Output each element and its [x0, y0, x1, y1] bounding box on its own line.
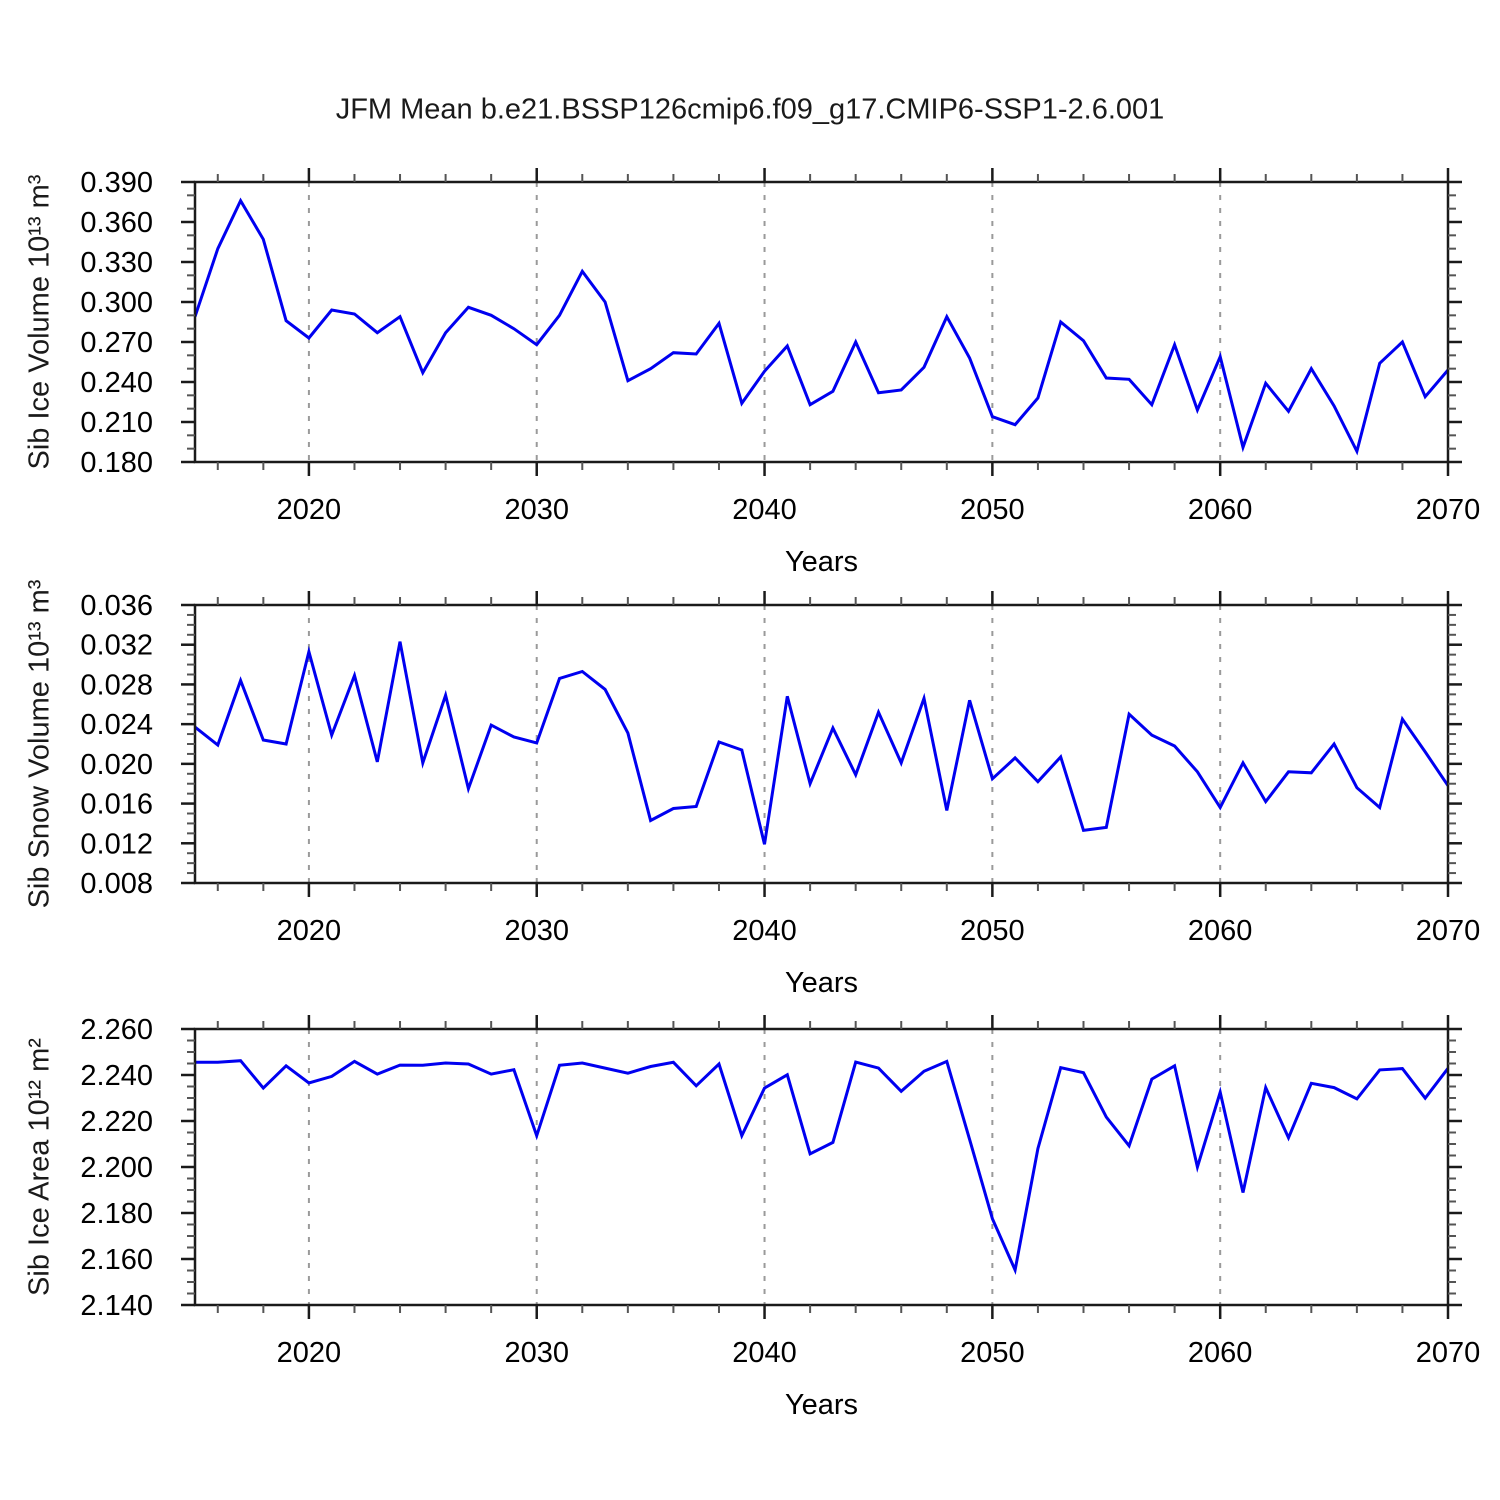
x-tick-label: 2030	[504, 915, 569, 947]
y-tick-label: 0.300	[80, 287, 153, 319]
x-tick-label: 2040	[732, 494, 797, 526]
x-axis-title: Years	[785, 546, 858, 578]
figure-title: JFM Mean b.e21.BSSP126cmip6.f09_g17.CMIP…	[335, 93, 1165, 126]
y-tick-label: 0.016	[80, 789, 153, 821]
y-tick-label: 0.028	[80, 669, 153, 701]
x-tick-label: 2070	[1416, 1337, 1481, 1369]
data-line-series	[195, 1059, 1450, 1276]
x-tick-label: 2050	[960, 494, 1025, 526]
x-axis-title: Years	[785, 1389, 858, 1421]
x-tick-label: 2070	[1416, 494, 1481, 526]
x-tick-label: 2060	[1188, 494, 1253, 526]
y-tick-label: 2.180	[80, 1198, 153, 1230]
data-line-series	[193, 197, 1450, 456]
x-tick-label: 2050	[960, 915, 1025, 947]
x-tick-label: 2060	[1188, 1337, 1253, 1369]
y-tick-label: 2.160	[80, 1244, 153, 1276]
axis-frame	[193, 180, 1450, 464]
x-tick-label: 2060	[1188, 915, 1253, 947]
x-tick-label: 2020	[277, 915, 342, 947]
y-tick-label: 0.270	[80, 327, 153, 359]
y-tick-label: 0.360	[80, 207, 153, 239]
x-tick-label: 2020	[277, 494, 342, 526]
x-tick-label: 2040	[732, 1337, 797, 1369]
x-tick-label: 2030	[504, 494, 569, 526]
y-tick-label: 0.210	[80, 407, 153, 439]
y-tick-label: 0.012	[80, 828, 153, 860]
x-tick-label: 2070	[1416, 915, 1481, 947]
y-tick-label: 0.024	[80, 709, 153, 741]
y-tick-label: 0.020	[80, 749, 153, 781]
x-tick-label: 2020	[277, 1337, 342, 1369]
y-tick-label: 2.200	[80, 1152, 153, 1184]
y-tick-label: 0.330	[80, 247, 153, 279]
x-tick-label: 2050	[960, 1337, 1025, 1369]
axis-frame	[193, 603, 1450, 885]
y-tick-label: 0.240	[80, 367, 153, 399]
data-line-series	[194, 641, 1450, 845]
y-tick-label: 2.140	[80, 1290, 153, 1322]
y-tick-label: 0.036	[80, 590, 153, 622]
y-tick-label: 2.240	[80, 1060, 153, 1092]
y-tick-label: 2.220	[80, 1106, 153, 1138]
y-tick-label: 0.032	[80, 630, 153, 662]
y-tick-label: 0.390	[80, 167, 153, 199]
y-tick-label: 2.260	[80, 1014, 153, 1046]
x-tick-label: 2040	[732, 915, 797, 947]
x-tick-label: 2030	[504, 1337, 569, 1369]
y-tick-label: 0.180	[80, 447, 153, 479]
y-tick-label: 0.008	[80, 868, 153, 900]
x-axis-title: Years	[785, 967, 858, 999]
